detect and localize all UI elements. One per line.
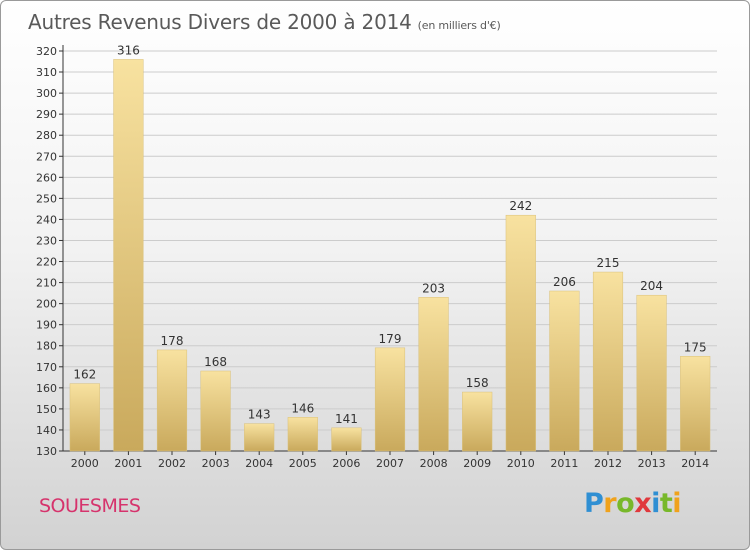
data-label: 141 xyxy=(335,412,358,426)
x-tick-label: 2001 xyxy=(114,457,142,470)
y-tick-label: 280 xyxy=(36,129,57,142)
x-tick-label: 2013 xyxy=(638,457,666,470)
proxiti-logo: Proxiti xyxy=(584,488,682,519)
y-tick-label: 270 xyxy=(36,150,57,163)
data-label: 316 xyxy=(117,43,140,57)
y-tick-label: 140 xyxy=(36,424,57,437)
logo-letter: o xyxy=(616,488,635,519)
x-tick-label: 2004 xyxy=(245,457,273,470)
bar-2011 xyxy=(549,290,580,452)
x-tick-label: 2007 xyxy=(376,457,404,470)
x-tick-label: 2000 xyxy=(71,457,99,470)
data-label: 168 xyxy=(204,355,227,369)
logo-letter: t xyxy=(659,488,673,519)
data-label: 204 xyxy=(640,279,663,293)
bar-2010 xyxy=(505,214,536,452)
x-tick-label: 2012 xyxy=(594,457,622,470)
bar-2012 xyxy=(592,271,624,452)
y-tick-label: 160 xyxy=(36,382,57,395)
chart-title-text: Autres Revenus Divers de 2000 à 2014 xyxy=(28,10,412,34)
commune-name: SOUESMES xyxy=(39,495,141,517)
bar-2009 xyxy=(462,391,493,452)
bars xyxy=(69,59,711,452)
y-tick-label: 240 xyxy=(36,213,57,226)
labels: 130 140 150 160 170 180 190 200 210 220 230 240 250 2… xyxy=(36,43,709,470)
bar-2014 xyxy=(680,356,711,452)
y-tick-label: 260 xyxy=(36,171,57,184)
data-label: 175 xyxy=(684,340,707,354)
bar-2007 xyxy=(374,347,406,452)
chart-title: Autres Revenus Divers de 2000 à 2014 (en … xyxy=(28,10,501,34)
y-tick-label: 180 xyxy=(36,340,57,353)
x-tick-label: 2005 xyxy=(289,457,317,470)
x-tick-label: 2002 xyxy=(158,457,186,470)
y-tick-label: 200 xyxy=(36,298,57,311)
x-tick-label: 2009 xyxy=(463,457,491,470)
x-tick-label: 2011 xyxy=(550,457,578,470)
data-label: 242 xyxy=(509,199,532,213)
logo-letter: P xyxy=(584,488,604,519)
bar-2000 xyxy=(69,383,100,452)
bar-2008 xyxy=(418,297,449,452)
bar-2002 xyxy=(156,349,188,452)
y-tick-label: 190 xyxy=(36,319,57,332)
x-tick-label: 2003 xyxy=(202,457,230,470)
y-tick-label: 300 xyxy=(36,87,57,100)
y-tick-label: 320 xyxy=(36,45,57,58)
x-tick-label: 2008 xyxy=(420,457,448,470)
chart-subtitle: (en milliers d'€) xyxy=(417,19,501,32)
logo-letter: x xyxy=(634,488,652,519)
y-tick-label: 220 xyxy=(36,256,57,269)
y-tick-label: 250 xyxy=(36,192,57,205)
y-tick-label: 210 xyxy=(36,277,57,290)
data-label: 179 xyxy=(379,332,402,346)
data-label: 143 xyxy=(248,408,271,422)
logo-letter: i xyxy=(651,488,660,519)
bar-2006 xyxy=(331,427,362,452)
bar-2003 xyxy=(200,370,231,452)
x-tick-label: 2014 xyxy=(681,457,709,470)
y-tick-label: 290 xyxy=(36,108,57,121)
x-tick-label: 2010 xyxy=(507,457,535,470)
data-label: 158 xyxy=(466,376,489,390)
data-label: 203 xyxy=(422,281,445,295)
x-tick-label: 2006 xyxy=(332,457,360,470)
data-label: 206 xyxy=(553,275,576,289)
y-tick-label: 310 xyxy=(36,66,57,79)
data-label: 215 xyxy=(597,256,620,270)
data-label: 162 xyxy=(73,368,96,382)
logo-letter: i xyxy=(672,488,682,519)
data-label: 178 xyxy=(161,334,184,348)
data-label: 146 xyxy=(291,401,314,415)
y-tick-label: 150 xyxy=(36,403,57,416)
y-tick-label: 130 xyxy=(36,445,57,458)
bar-2005 xyxy=(287,417,318,452)
bar-2013 xyxy=(636,294,667,452)
bar-2004 xyxy=(244,423,275,452)
bar-2001 xyxy=(113,59,144,452)
y-tick-label: 230 xyxy=(36,234,57,247)
logo-letter: r xyxy=(603,488,617,519)
y-tick-label: 170 xyxy=(36,361,57,374)
